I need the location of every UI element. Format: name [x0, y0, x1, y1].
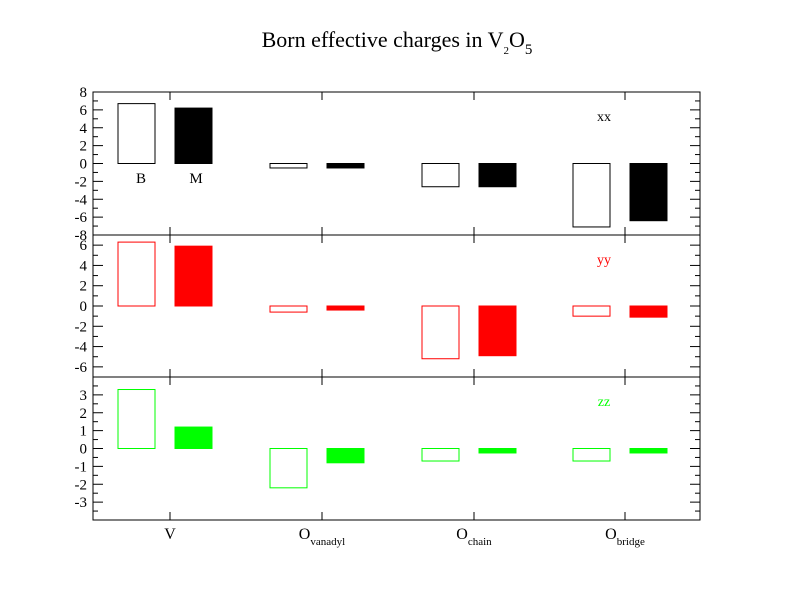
y-tick-label: 6	[80, 103, 88, 119]
bar-xx-m-3	[629, 163, 668, 222]
y-tick-label: -2	[75, 174, 88, 190]
y-tick-label: -1	[75, 459, 88, 475]
y-tick-label: 0	[80, 157, 88, 173]
bar-yy-b-2	[421, 305, 460, 360]
bar-yy-b-1	[269, 305, 308, 313]
y-tick-label: 4	[80, 121, 88, 137]
y-tick-label: 2	[80, 279, 88, 295]
y-tick-label: 2	[80, 139, 88, 155]
y-tick-label: -4	[75, 192, 88, 208]
y-tick-label: 8	[80, 85, 88, 101]
panel-yy: 6 4 2 0 -2 -4 -6 yy	[75, 234, 701, 378]
y-tick-label: -6	[75, 210, 88, 226]
bar-zz-m-2	[478, 448, 517, 454]
x-label-o-chain: Ochain	[456, 526, 492, 548]
y-tick-label: -2	[75, 319, 88, 335]
x-label-o-vanadyl: Ovanadyl	[299, 526, 345, 548]
bar-yy-m-3	[629, 305, 668, 318]
bar-yy-m-0	[174, 245, 213, 307]
bar-xx-b-3	[572, 163, 611, 228]
bar-zz-b-2	[421, 448, 460, 462]
y-tick-label: 6	[80, 238, 88, 254]
y-tick-label: 1	[80, 424, 88, 440]
panel-zz: 3 2 1 0-1 -2 -3 zz	[75, 376, 701, 521]
bar-xx-b-1	[269, 163, 308, 169]
bar-yy-m-1	[326, 305, 365, 311]
y-tick-label: 4	[80, 258, 88, 274]
bar-yy-b-0	[117, 241, 156, 307]
bar-zz-b-0	[117, 389, 156, 450]
bar-yy-m-2	[478, 305, 517, 357]
y-tick-label: 0	[80, 442, 88, 458]
panel-xx: 8 6 4 2 0-2 -4 -6 -8 xx	[75, 85, 701, 244]
bar-zz-m-1	[326, 448, 365, 464]
bar-xx-b-0	[117, 103, 156, 164]
x-axis-labels: V Ovanadyl Ochain Obridge	[164, 526, 645, 548]
y-tick-label: -6	[75, 360, 88, 376]
y-tick-label: 0	[80, 299, 88, 315]
bar-yy-b-3	[572, 305, 611, 317]
bar-xx-m-0	[174, 107, 213, 164]
bar-zz-b-3	[572, 448, 611, 462]
x-label-v: V	[164, 526, 176, 543]
bar-zz-b-1	[269, 448, 308, 489]
component-label-xx: xx	[597, 110, 611, 125]
annotation-b: B	[136, 171, 146, 187]
y-tick-label: 2	[80, 406, 88, 422]
y-tick-label: -2	[75, 477, 88, 493]
bar-zz-m-0	[174, 426, 213, 449]
chart-title: Born effective charges in V2O5	[262, 27, 533, 58]
bar-xx-b-2	[421, 163, 460, 188]
bar-xx-m-2	[478, 163, 517, 188]
component-label-yy: yy	[597, 253, 611, 268]
annotation-m: M	[189, 171, 202, 187]
y-tick-label: 3	[80, 388, 88, 404]
y-tick-label: -4	[75, 340, 88, 356]
bar-zz-m-3	[629, 448, 668, 454]
bar-xx-m-1	[326, 163, 365, 169]
component-label-zz: zz	[598, 395, 610, 410]
y-tick-label: -8	[75, 228, 88, 244]
x-label-o-bridge: Obridge	[605, 526, 645, 548]
y-tick-label: -3	[75, 495, 88, 511]
